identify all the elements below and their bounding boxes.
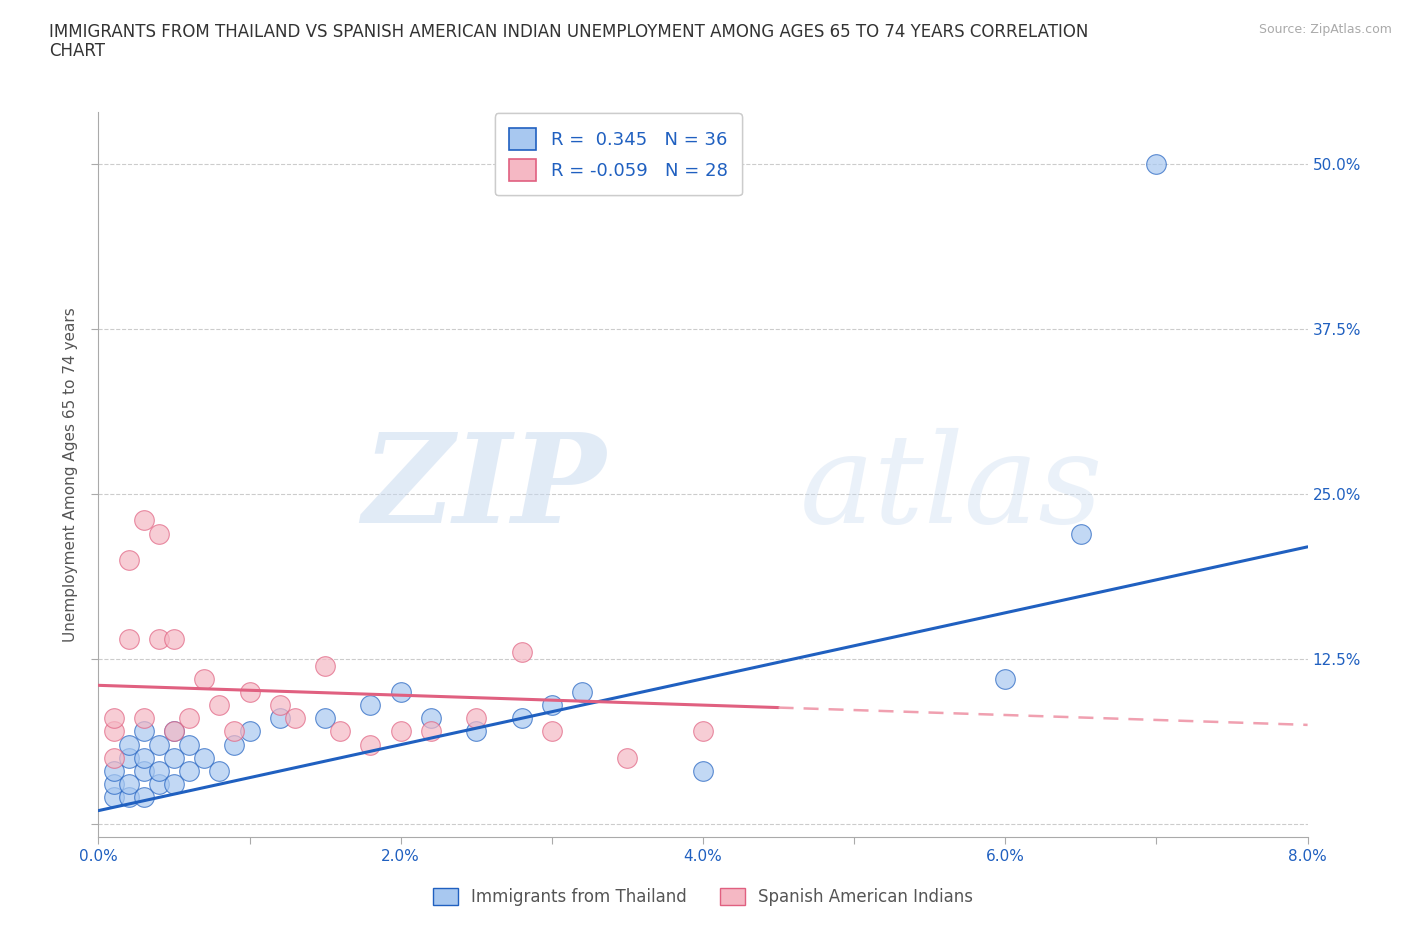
Point xyxy=(314,711,336,725)
Point xyxy=(163,724,186,739)
Point xyxy=(148,777,170,791)
Point xyxy=(179,711,201,725)
Point xyxy=(389,684,412,699)
Point xyxy=(510,644,533,659)
Text: Source: ZipAtlas.com: Source: ZipAtlas.com xyxy=(1258,23,1392,36)
Point xyxy=(193,671,215,686)
Point xyxy=(1146,157,1168,172)
Point xyxy=(208,698,231,712)
Point xyxy=(510,711,533,725)
Point xyxy=(148,764,170,778)
Legend: Immigrants from Thailand, Spanish American Indians: Immigrants from Thailand, Spanish Americ… xyxy=(426,881,980,912)
Point xyxy=(465,711,488,725)
Point xyxy=(360,698,382,712)
Point xyxy=(616,751,638,765)
Legend: R =  0.345   N = 36, R = -0.059   N = 28: R = 0.345 N = 36, R = -0.059 N = 28 xyxy=(495,113,742,195)
Point xyxy=(132,513,155,528)
Point xyxy=(103,790,125,804)
Point xyxy=(692,724,714,739)
Point xyxy=(132,711,155,725)
Point xyxy=(224,724,246,739)
Point xyxy=(540,724,562,739)
Point xyxy=(224,737,246,752)
Point xyxy=(163,631,186,646)
Point xyxy=(118,790,141,804)
Text: CHART: CHART xyxy=(49,42,105,60)
Point xyxy=(103,724,125,739)
Point xyxy=(103,764,125,778)
Point xyxy=(284,711,307,725)
Point xyxy=(118,777,141,791)
Point xyxy=(148,737,170,752)
Point xyxy=(360,737,382,752)
Point xyxy=(239,724,262,739)
Point xyxy=(148,526,170,541)
Point xyxy=(239,684,262,699)
Point xyxy=(179,764,201,778)
Point xyxy=(329,724,352,739)
Point xyxy=(571,684,593,699)
Point xyxy=(163,751,186,765)
Point xyxy=(163,777,186,791)
Point xyxy=(269,711,291,725)
Point xyxy=(103,777,125,791)
Point xyxy=(389,724,412,739)
Text: atlas: atlas xyxy=(800,428,1104,550)
Point xyxy=(148,631,170,646)
Point xyxy=(179,737,201,752)
Point xyxy=(163,724,186,739)
Point xyxy=(208,764,231,778)
Point xyxy=(132,790,155,804)
Point xyxy=(420,724,443,739)
Point xyxy=(692,764,714,778)
Point xyxy=(118,751,141,765)
Point xyxy=(314,658,336,673)
Point xyxy=(420,711,443,725)
Point xyxy=(132,724,155,739)
Text: IMMIGRANTS FROM THAILAND VS SPANISH AMERICAN INDIAN UNEMPLOYMENT AMONG AGES 65 T: IMMIGRANTS FROM THAILAND VS SPANISH AMER… xyxy=(49,23,1088,41)
Point xyxy=(132,764,155,778)
Point xyxy=(132,751,155,765)
Point xyxy=(118,552,141,567)
Point xyxy=(103,751,125,765)
Y-axis label: Unemployment Among Ages 65 to 74 years: Unemployment Among Ages 65 to 74 years xyxy=(63,307,77,642)
Point xyxy=(269,698,291,712)
Point xyxy=(118,631,141,646)
Point xyxy=(1070,526,1092,541)
Point xyxy=(103,711,125,725)
Point xyxy=(193,751,215,765)
Point xyxy=(465,724,488,739)
Point xyxy=(994,671,1017,686)
Point xyxy=(540,698,562,712)
Point xyxy=(118,737,141,752)
Text: ZIP: ZIP xyxy=(363,428,606,550)
